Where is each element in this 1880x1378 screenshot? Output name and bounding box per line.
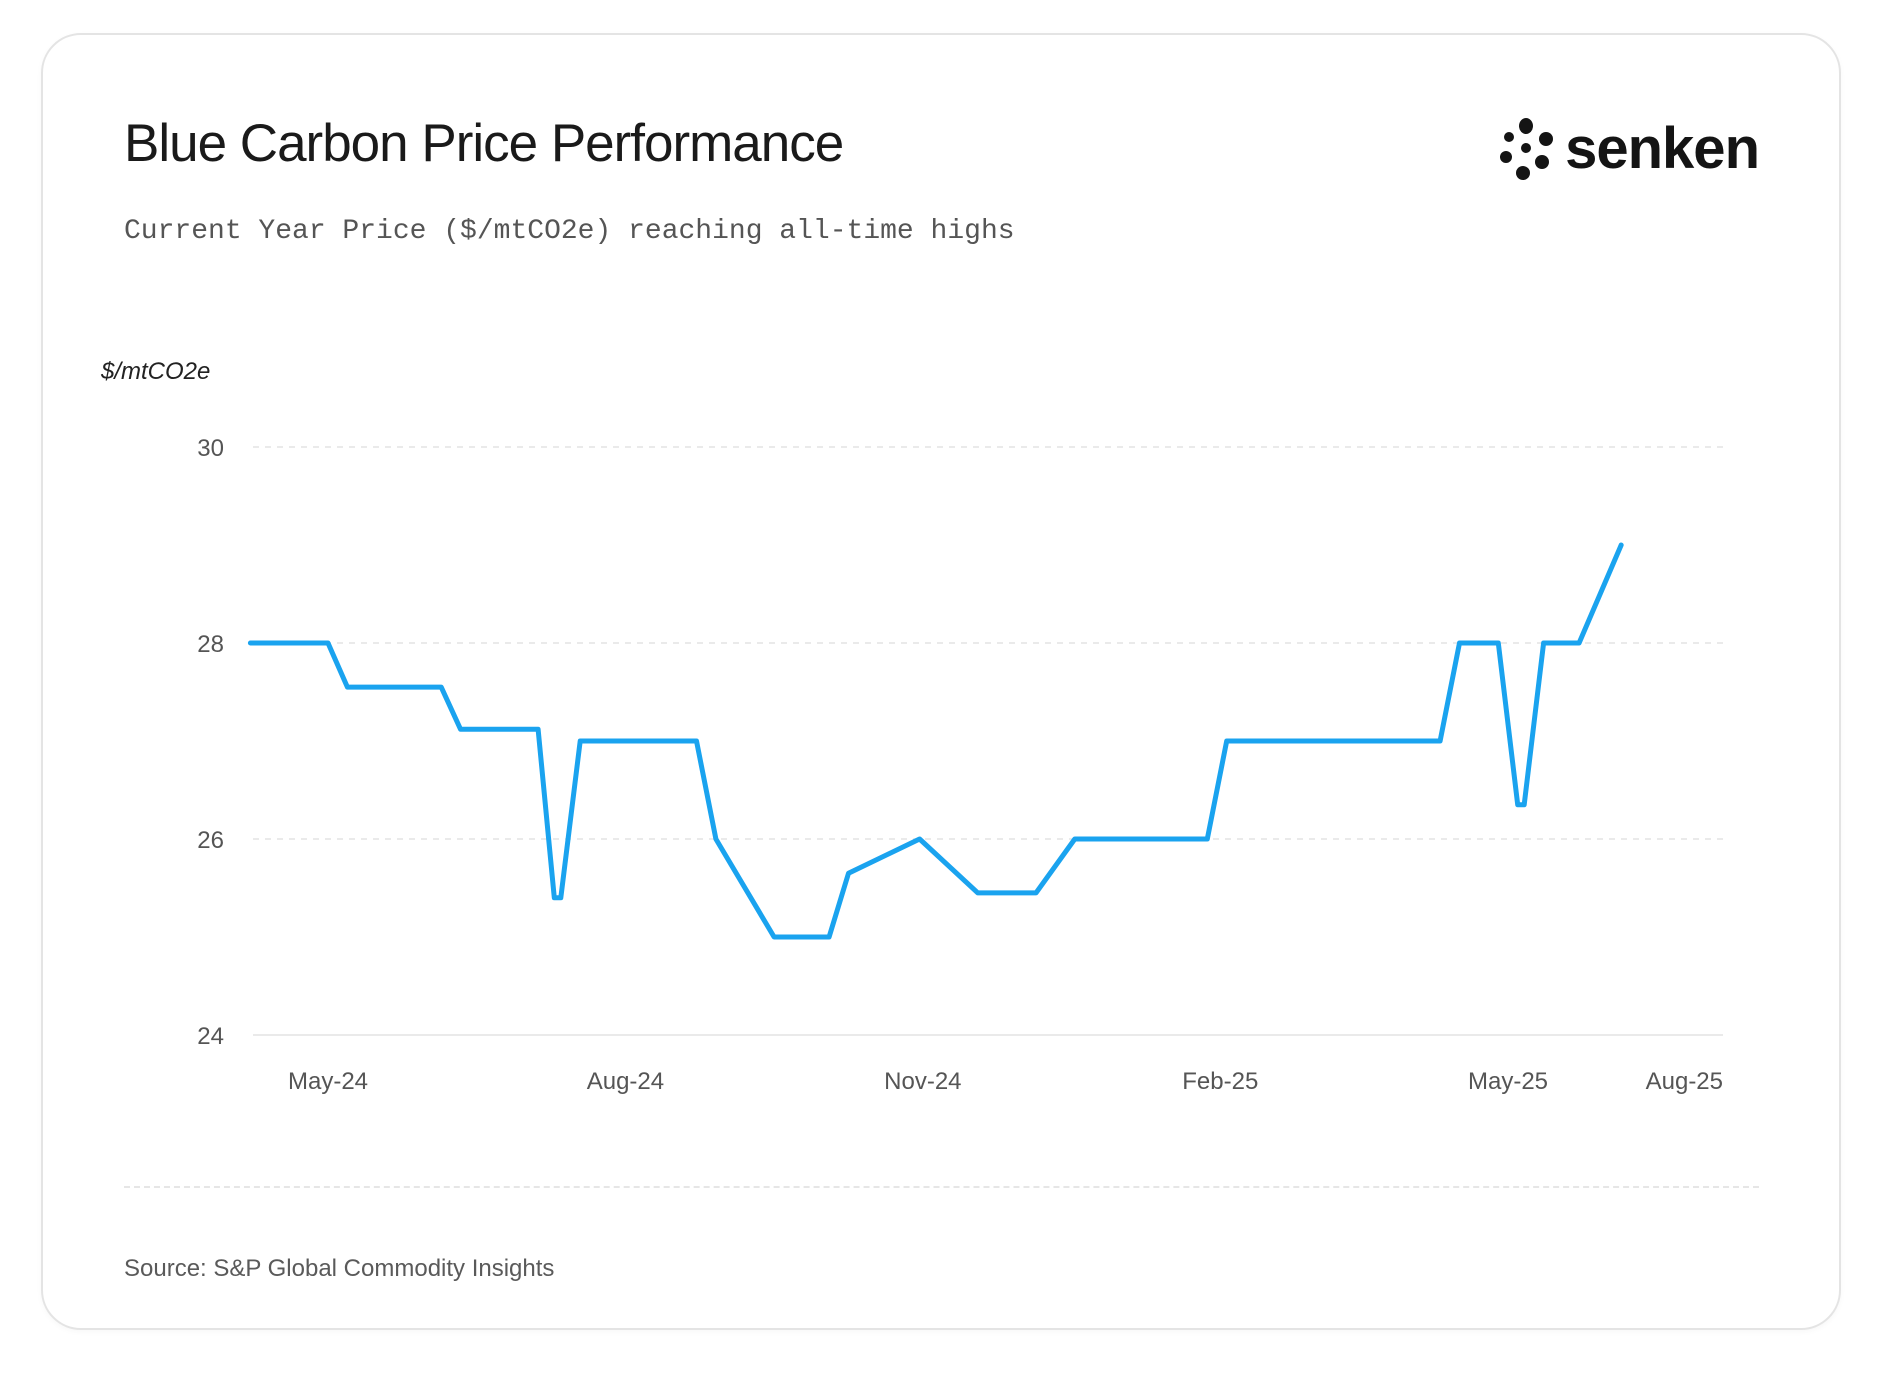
senken-flower-icon [1500, 117, 1554, 180]
y-tick-label: 30 [197, 435, 224, 462]
logo-wordmark: senken [1565, 116, 1760, 181]
series-layer [247, 542, 1624, 940]
chart-card: Blue Carbon Price Performance Current Ye… [41, 33, 1841, 1330]
y-tick-label: 28 [197, 631, 224, 658]
x-tick-label: May-24 [288, 1068, 368, 1095]
chart-title: Blue Carbon Price Performance [124, 114, 844, 173]
y-tick-label: 26 [197, 827, 224, 854]
y-tick-label: 24 [197, 1023, 224, 1050]
grid-lines [253, 446, 1723, 1036]
x-tick-label: Feb-25 [1182, 1068, 1258, 1095]
x-tick-label: Aug-24 [587, 1068, 664, 1095]
footer-divider [124, 1186, 1759, 1188]
y-axis-label: $/mtCO2e [100, 358, 210, 385]
x-tick-label: May-25 [1468, 1068, 1548, 1095]
x-tick-label: Aug-25 [1646, 1068, 1723, 1095]
source-note: Source: S&P Global Commodity Insights [124, 1255, 555, 1282]
y-tick-labels: 24 26 28 30 [197, 435, 224, 1050]
line-chart: 24 26 28 30 May-24 Aug-24 Nov-24 Feb-25 May-25 A… [100, 358, 1723, 1095]
x-tick-labels: May-24 Aug-24 Nov-24 Feb-25 May-25 Aug-25 [288, 1068, 1723, 1095]
series-line [247, 542, 1624, 940]
chart-subtitle: Current Year Price ($/mtCO2e) reaching a… [124, 216, 1015, 247]
x-tick-label: Nov-24 [884, 1068, 961, 1095]
senken-logo: senken [1497, 115, 1760, 182]
